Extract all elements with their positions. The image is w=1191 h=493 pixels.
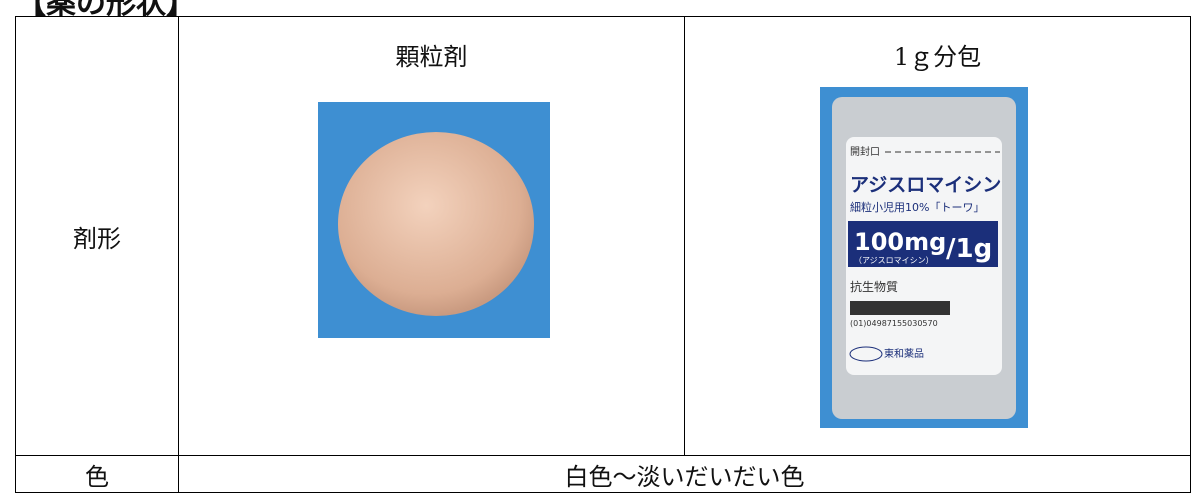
packet-text: 東和薬品 <box>884 347 924 360</box>
packet-text: 開封口 <box>850 145 880 158</box>
packet-text: 抗生物質 <box>850 279 898 294</box>
cell: 顆粒剤 <box>177 16 685 456</box>
packet-text: (01)04987155030570 <box>850 319 938 328</box>
row-label: 剤形 <box>15 16 179 456</box>
packet-text: 細粒小児用10%「トーワ」 <box>850 200 984 214</box>
packet-text: /1g <box>946 234 992 264</box>
packet-text: （アジスロマイシン） <box>854 256 934 265</box>
cell: 1ｇ分包 開封口 アジスロマイシン 細粒小児用10%「トーワ」 100mg （ア… <box>683 16 1191 456</box>
granule-photo <box>317 102 550 338</box>
cell-title: 顆粒剤 <box>395 43 468 71</box>
packet-photo: 開封口 アジスロマイシン 細粒小児用10%「トーワ」 100mg （アジスロマイ… <box>819 87 1028 428</box>
cell-title: 1ｇ分包 <box>893 43 982 71</box>
heading: 【薬の形状】 <box>16 0 196 21</box>
shape-table: 剤形 顆粒剤 1ｇ分包 開封口 アジスロマイシン 細粒小児用10%「トーワ」 <box>15 16 1191 493</box>
cell: 白色～淡いだいだい色 <box>177 455 1191 493</box>
packet-text: アジスロマイシン <box>850 174 1001 196</box>
row-label: 色 <box>15 455 179 493</box>
packet-text: 100mg <box>854 228 946 256</box>
